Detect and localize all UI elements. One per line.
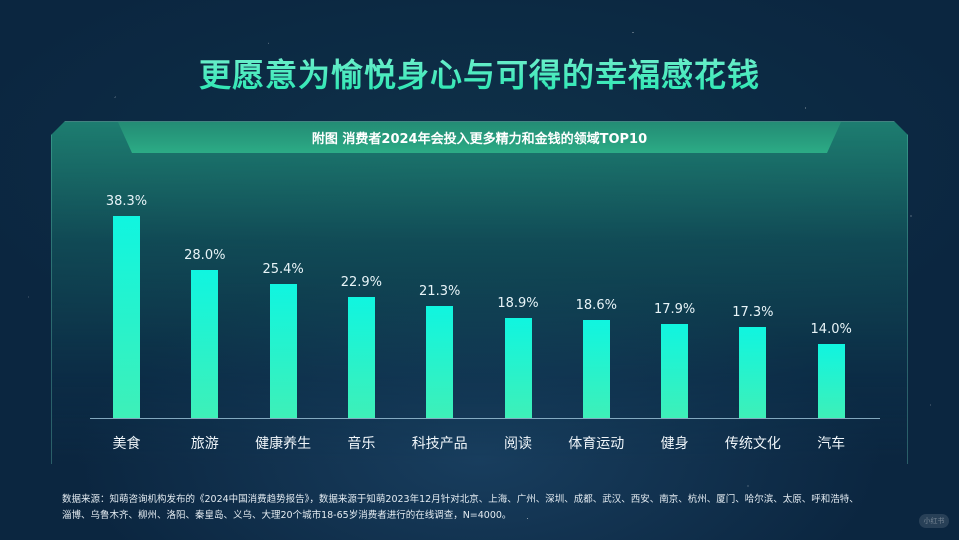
bar-group: 38.3% 美食 [90, 180, 168, 460]
bar [113, 216, 140, 418]
category-label: 科技产品 [411, 436, 468, 452]
source-line-2: 淄博、乌鲁木齐、柳州、洛阳、秦皇岛、义乌、大理20个城市18-65岁消费者进行的… [62, 510, 512, 521]
bar-value-label: 25.4% [262, 262, 304, 278]
bar-group: 21.3% 科技产品 [403, 180, 481, 460]
bar-group: 14.0% 汽车 [795, 180, 873, 460]
bar [504, 318, 532, 418]
bar-group: 17.9% 健身 [638, 180, 716, 460]
bar-value-label: 18.9% [497, 296, 539, 312]
bar-group: 18.6% 体育运动 [560, 180, 638, 460]
category-label: 阅读 [504, 436, 532, 452]
bar [582, 319, 610, 418]
bar-chart: 38.3% 美食 28.0% 旅游 25.4% 健康养生 22.9% 音乐 21.3% 科技产品 1… [90, 180, 890, 460]
category-label: 美食 [112, 436, 141, 452]
category-label: 旅游 [190, 436, 219, 452]
category-label: 汽车 [817, 436, 846, 452]
category-label: 体育运动 [568, 436, 625, 452]
bar-value-label: 14.0% [810, 322, 852, 338]
bar-group: 28.0% 旅游 [168, 180, 246, 460]
bar-value-label: 22.9% [340, 275, 383, 291]
bar-value-label: 18.6% [575, 297, 617, 313]
category-label: 传统文化 [724, 436, 781, 452]
category-label: 音乐 [347, 436, 376, 452]
bar-group: 22.9% 音乐 [325, 180, 403, 460]
watermark-badge: 小红书 [919, 514, 949, 528]
data-source-note: 数据来源：知萌咨询机构发布的《2024中国消费趋势报告》，数据来源于知萌2023… [62, 492, 922, 524]
bar-group: 25.4% 健康养生 [247, 180, 325, 460]
bar-value-label: 17.9% [653, 301, 696, 317]
source-line-1: 数据来源：知萌咨询机构发布的《2024中国消费趋势报告》，数据来源于知萌2023… [62, 494, 859, 505]
chart-subtitle: 附图 消费者2024年会投入更多精力和金钱的领域TOP10 [311, 132, 648, 147]
bar-value-label: 38.3% [105, 194, 148, 210]
bar [426, 305, 454, 418]
bar-value-label: 17.3% [732, 304, 774, 320]
category-label: 健身 [660, 436, 689, 452]
bar-group: 18.9% 阅读 [482, 180, 560, 460]
bar-group: 17.3% 传统文化 [716, 180, 794, 460]
bar [269, 284, 297, 418]
bar [347, 297, 375, 418]
bar [739, 326, 767, 418]
category-label: 健康养生 [255, 436, 312, 452]
bar [661, 323, 689, 418]
bar-value-label: 28.0% [184, 248, 226, 264]
x-axis-line [90, 418, 880, 419]
bar [817, 344, 845, 418]
bar [191, 270, 219, 418]
bar-value-label: 21.3% [419, 283, 461, 299]
subtitle-banner [118, 122, 841, 153]
page-title: 更愿意为愉悦身心与可得的幸福感花钱 [0, 50, 959, 96]
